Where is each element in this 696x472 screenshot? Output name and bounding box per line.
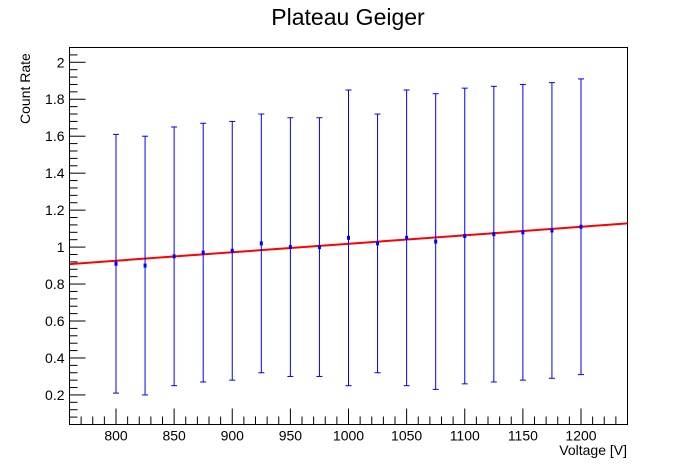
point-marker	[521, 230, 525, 235]
x-axis-label: Voltage [V]	[559, 442, 627, 458]
data-point	[432, 93, 439, 390]
point-marker	[317, 245, 321, 250]
y-tick-label: 0.4	[45, 350, 65, 366]
x-tick-label: 1050	[391, 428, 422, 444]
x-tick-label: 1100	[450, 428, 480, 444]
data-point	[171, 126, 178, 387]
point-marker	[288, 245, 292, 250]
point-marker	[259, 241, 263, 246]
data-point	[229, 120, 236, 381]
data-point	[374, 113, 381, 374]
y-tick-label: 1.8	[45, 91, 65, 107]
y-tick-label: 0.2	[45, 387, 65, 403]
point-marker	[434, 239, 438, 244]
y-tick-label: 1.4	[45, 165, 65, 181]
data-point	[345, 89, 352, 387]
data-point	[548, 82, 555, 379]
y-tick-label: 0.8	[45, 276, 65, 292]
point-marker	[172, 254, 176, 259]
y-tick-label: 0.6	[45, 313, 65, 329]
data-point	[461, 87, 468, 385]
point-marker	[550, 228, 554, 233]
x-tick-label: 800	[104, 428, 128, 444]
x-tick-label: 1150	[508, 428, 538, 444]
x-tick-label: 1000	[333, 428, 364, 444]
chart-title: Plateau Geiger	[271, 4, 425, 30]
data-point	[519, 83, 526, 381]
point-marker	[143, 263, 147, 268]
point-marker	[230, 248, 234, 253]
point-marker	[376, 241, 380, 246]
x-tick-label: 900	[221, 428, 245, 444]
y-tick-label: 1.6	[45, 128, 65, 144]
y-tick-label: 2	[57, 54, 65, 70]
data-point	[490, 85, 497, 383]
point-marker	[463, 234, 467, 238]
data-point	[200, 122, 207, 383]
point-marker	[347, 235, 350, 240]
y-tick-label: 1.2	[45, 202, 65, 218]
data-point	[142, 135, 149, 396]
y-tick-label: 1	[57, 239, 65, 255]
x-tick-label: 850	[162, 428, 186, 444]
x-tick-label: 950	[279, 428, 303, 444]
y-axis-label: Count Rate	[17, 53, 33, 124]
point-marker	[201, 250, 205, 255]
data-point	[258, 113, 265, 374]
point-marker	[579, 224, 583, 229]
data-point	[316, 117, 323, 377]
data-point	[287, 117, 294, 377]
x-tick-label: 1200	[565, 428, 596, 444]
data-point	[403, 89, 410, 387]
point-marker	[492, 232, 496, 237]
data-point	[113, 133, 119, 394]
data-points-group	[113, 78, 584, 396]
data-point	[578, 78, 584, 376]
y-axis: 0.2 0.4 0.6 0.8 1 1.2 1.4 1.6 1.8 2	[45, 47, 86, 425]
x-axis: 800 850 900 950 1000 1050 1100 1150 1200	[80, 408, 628, 444]
point-marker	[405, 235, 409, 240]
point-marker	[114, 261, 118, 266]
